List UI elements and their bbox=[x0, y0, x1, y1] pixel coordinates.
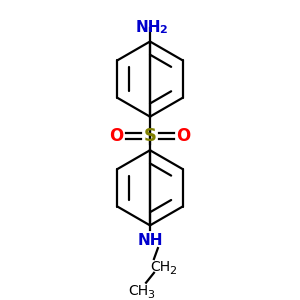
Text: NH: NH bbox=[135, 20, 161, 35]
Text: CH: CH bbox=[128, 284, 148, 298]
Text: O: O bbox=[176, 128, 191, 146]
Text: NH: NH bbox=[137, 233, 163, 248]
Text: 3: 3 bbox=[148, 290, 154, 300]
Text: 2: 2 bbox=[159, 25, 167, 35]
Text: CH: CH bbox=[150, 260, 170, 274]
Text: S: S bbox=[143, 128, 157, 146]
Text: 2: 2 bbox=[169, 266, 176, 276]
Text: O: O bbox=[109, 128, 124, 146]
